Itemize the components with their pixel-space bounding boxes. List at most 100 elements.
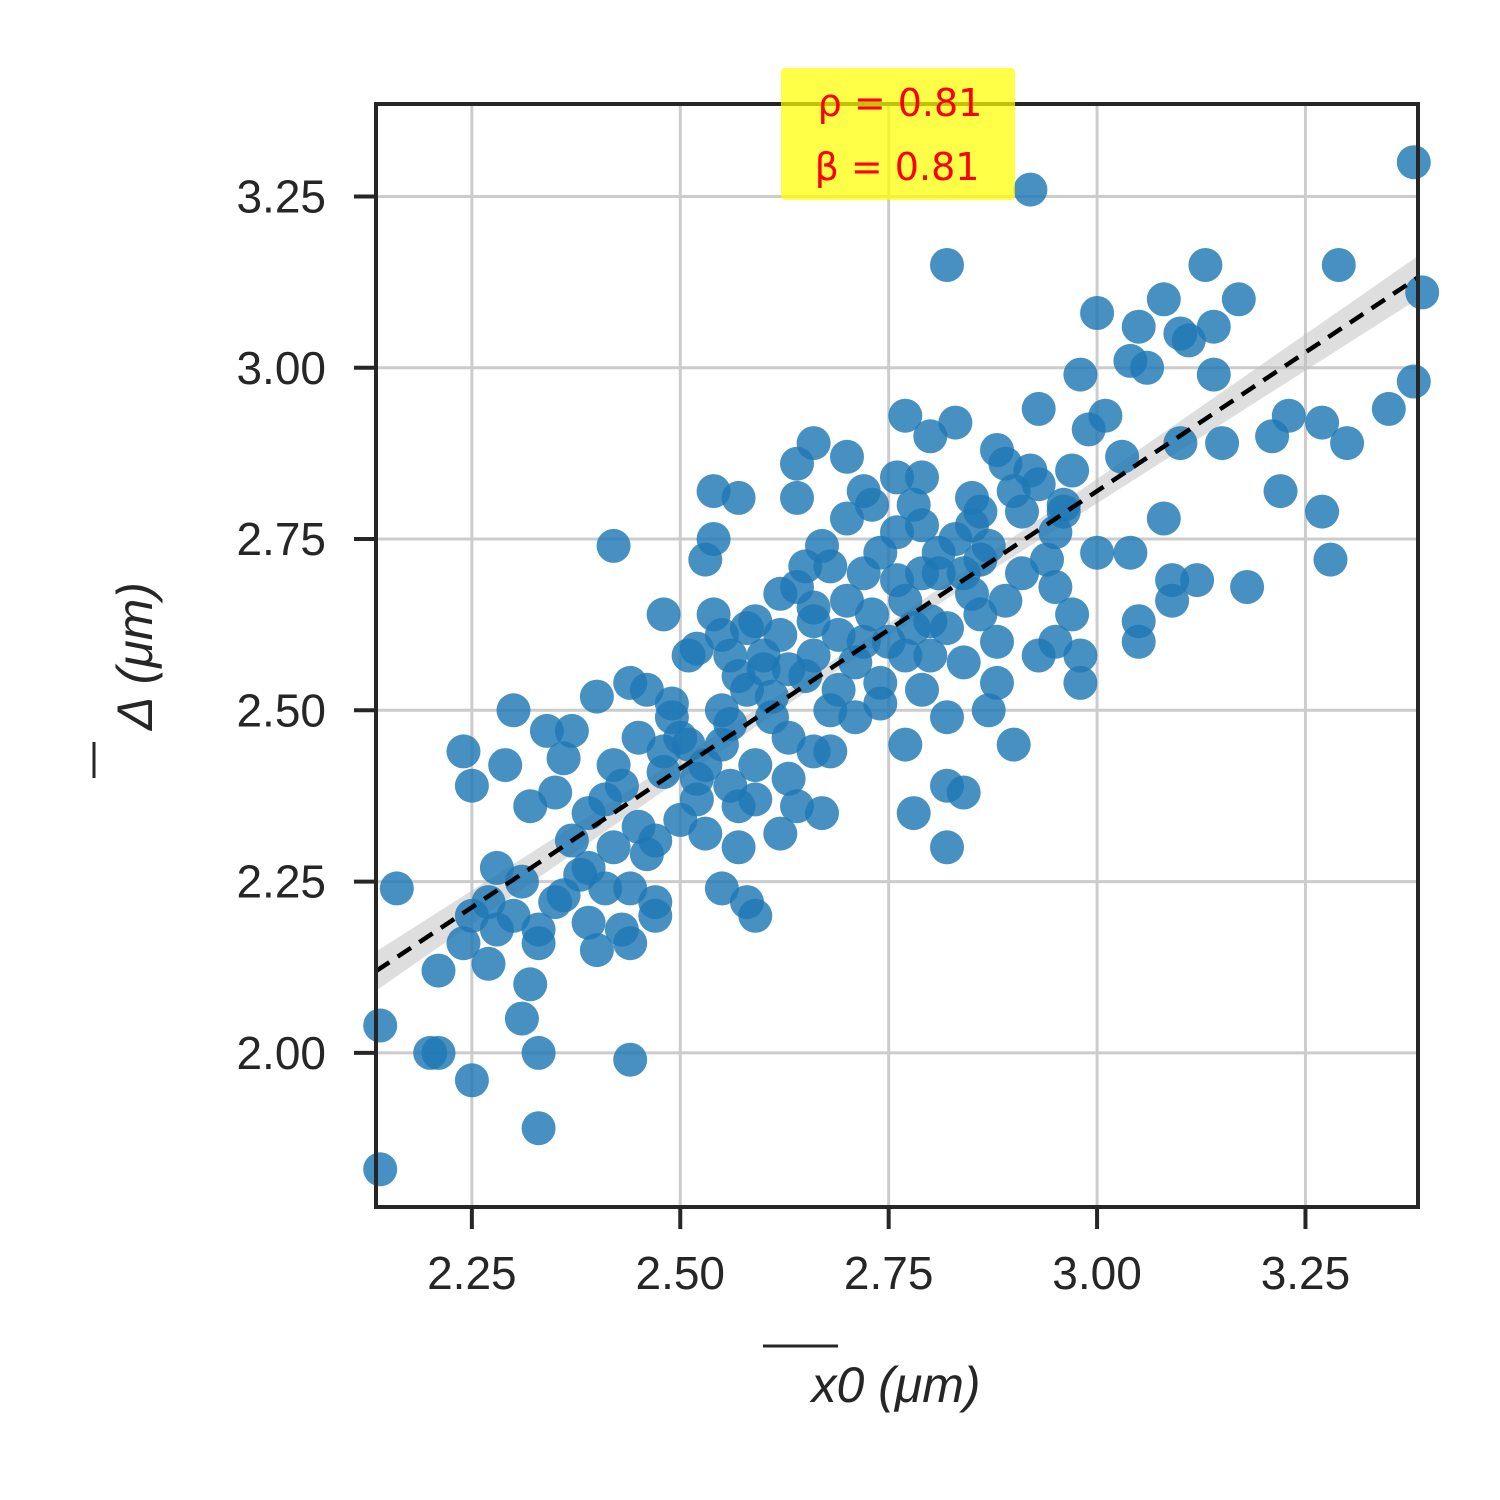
data-point [1305, 494, 1340, 529]
data-point [654, 700, 689, 735]
data-point [813, 734, 848, 769]
data-point [863, 665, 898, 700]
data-point [513, 789, 548, 824]
data-point [579, 679, 614, 714]
data-point [996, 727, 1031, 762]
data-point [629, 837, 664, 872]
data-point [1005, 556, 1039, 591]
data-point [671, 638, 706, 673]
data-point [529, 713, 564, 748]
y-tick-label: 2.50 [236, 684, 326, 736]
x-tick-label: 2.50 [635, 1247, 725, 1299]
data-point [963, 597, 998, 632]
data-point [905, 672, 939, 707]
data-point [1255, 419, 1290, 454]
data-point [946, 775, 981, 810]
data-point [888, 398, 923, 433]
data-point [363, 1152, 398, 1187]
axis-ticks: 2.25 2.50 2.75 3.00 3.25 2.00 2.25 2.50 2.75 3.00… [236, 170, 1350, 1299]
data-point [1080, 535, 1115, 570]
data-point [1180, 563, 1215, 598]
data-point [613, 926, 648, 961]
data-point [588, 782, 623, 817]
data-point [888, 727, 923, 762]
data-point [613, 1042, 648, 1077]
data-point [1305, 405, 1340, 440]
y-axis-label: Δ (μm) [107, 582, 163, 731]
data-point [596, 528, 631, 563]
data-point [755, 679, 789, 714]
data-point [363, 1008, 398, 1043]
data-point [905, 460, 939, 495]
x-axis-title: x0 (μm) [763, 1344, 981, 1413]
data-point [504, 1001, 539, 1036]
data-point [1371, 391, 1406, 426]
data-point [579, 933, 614, 968]
data-point [955, 480, 989, 515]
data-point [763, 816, 798, 851]
y-tick-label: 2.00 [236, 1027, 326, 1079]
data-point [1021, 391, 1056, 426]
data-point [704, 617, 739, 652]
data-point [1188, 248, 1223, 282]
data-point [1155, 583, 1190, 618]
data-point [663, 802, 698, 837]
data-point [1396, 364, 1431, 399]
data-point [971, 693, 1006, 728]
data-point [1063, 665, 1098, 700]
data-point [1405, 275, 1440, 310]
data-point [454, 768, 489, 803]
data-point [504, 864, 539, 899]
data-point [538, 885, 573, 920]
data-point [1221, 282, 1256, 317]
data-point [1146, 282, 1181, 317]
data-point [696, 522, 731, 556]
data-points [363, 145, 1440, 1187]
data-point [613, 665, 648, 700]
data-point [763, 576, 798, 611]
data-point [930, 700, 964, 735]
data-point [863, 535, 898, 570]
data-point [471, 946, 506, 981]
data-point [821, 672, 856, 707]
data-point [738, 898, 773, 933]
data-point [563, 857, 598, 892]
data-point [554, 713, 589, 748]
data-point [1021, 638, 1056, 673]
data-point [830, 439, 864, 474]
data-point [980, 624, 1014, 659]
beta-annotation: β = 0.81 [815, 145, 980, 189]
data-point [1163, 426, 1198, 461]
data-point [930, 611, 964, 646]
data-point [796, 590, 831, 625]
data-point [938, 405, 973, 440]
y-tick-label: 2.75 [236, 513, 326, 565]
data-point [913, 419, 948, 454]
data-point [771, 720, 806, 755]
data-point [930, 248, 964, 282]
data-point [855, 597, 889, 632]
y-axis-title: Δ (μm) [92, 582, 163, 778]
x-axis-label: x0 (μm) [809, 1357, 980, 1413]
data-point [1130, 350, 1165, 385]
data-point [688, 816, 723, 851]
data-point [1063, 638, 1098, 673]
data-point [638, 898, 673, 933]
data-point [721, 659, 756, 694]
data-point [1105, 439, 1140, 474]
data-point [571, 905, 606, 940]
data-point [846, 624, 881, 659]
x-tick-label: 3.25 [1261, 1247, 1351, 1299]
data-point [830, 501, 864, 536]
data-point [704, 871, 739, 906]
data-point [496, 898, 531, 933]
data-point [746, 638, 781, 673]
data-point [905, 556, 939, 591]
data-point [946, 556, 981, 591]
annotation-background [781, 68, 1015, 200]
data-point [955, 508, 989, 543]
data-point [721, 480, 756, 515]
data-point [805, 796, 839, 831]
data-point [1321, 248, 1356, 282]
data-point [1063, 357, 1098, 392]
